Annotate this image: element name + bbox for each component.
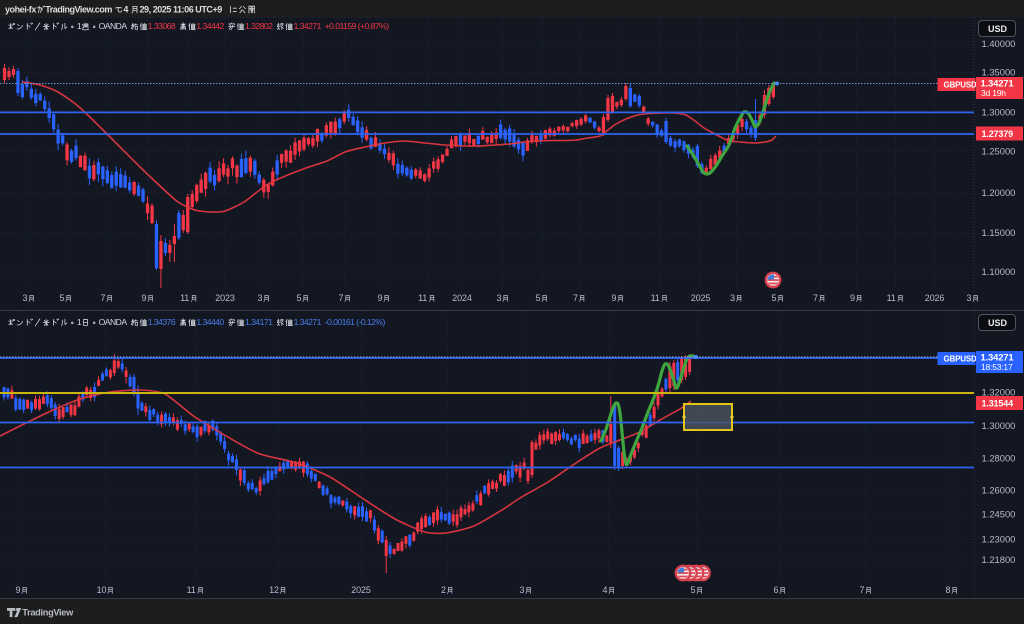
- svg-text:1.20000: 1.20000: [982, 187, 1016, 198]
- svg-text:1.33068: 1.33068: [148, 21, 176, 31]
- svg-text:3: 3: [23, 293, 28, 303]
- svg-text:7: 7: [101, 293, 106, 303]
- svg-text:1.30000: 1.30000: [982, 420, 1016, 431]
- svg-text:12: 12: [269, 585, 279, 595]
- svg-text:11: 11: [187, 585, 196, 595]
- svg-text:2: 2: [441, 585, 446, 595]
- svg-text:10: 10: [97, 585, 107, 595]
- svg-text:7: 7: [573, 293, 578, 303]
- svg-text:9: 9: [612, 293, 617, 303]
- svg-text:5: 5: [297, 293, 302, 303]
- svg-text:1.40000: 1.40000: [982, 38, 1016, 49]
- svg-text:yohei-fx: yohei-fx: [5, 5, 36, 15]
- svg-text:2024: 2024: [452, 293, 472, 303]
- svg-text:5: 5: [536, 293, 541, 303]
- svg-text:9: 9: [850, 293, 855, 303]
- svg-text:6: 6: [774, 585, 779, 595]
- svg-text:1.21800: 1.21800: [982, 554, 1016, 565]
- svg-text:3d 19h: 3d 19h: [981, 88, 1006, 98]
- svg-text:+0.01159 (+0.87%): +0.01159 (+0.87%): [325, 21, 390, 31]
- svg-text:1.27379: 1.27379: [982, 129, 1014, 139]
- svg-text:11: 11: [887, 293, 896, 303]
- svg-text:29, 2025 11:06 UTC+9: 29, 2025 11:06 UTC+9: [140, 5, 223, 15]
- svg-text:-0.00161 (-0.12%): -0.00161 (-0.12%): [325, 317, 386, 327]
- svg-text:OANDA: OANDA: [99, 317, 128, 327]
- svg-text:OANDA: OANDA: [99, 21, 128, 31]
- svg-text:18:53:17: 18:53:17: [981, 362, 1013, 372]
- svg-text:3: 3: [967, 293, 972, 303]
- svg-text:2025: 2025: [691, 293, 711, 303]
- svg-text:7: 7: [339, 293, 344, 303]
- svg-text:1.23000: 1.23000: [982, 534, 1016, 545]
- svg-text:2025: 2025: [351, 585, 371, 595]
- svg-text:3: 3: [258, 293, 263, 303]
- svg-text:1.34271: 1.34271: [294, 21, 322, 31]
- svg-text:5: 5: [772, 293, 777, 303]
- svg-text:1.34440: 1.34440: [196, 317, 224, 327]
- svg-text:9: 9: [378, 293, 383, 303]
- svg-text:3: 3: [520, 585, 525, 595]
- svg-text:7: 7: [813, 293, 818, 303]
- svg-text:4: 4: [603, 585, 608, 595]
- svg-text:9: 9: [16, 585, 21, 595]
- svg-text:1.34376: 1.34376: [148, 317, 176, 327]
- svg-text:5: 5: [691, 585, 696, 595]
- svg-text:1.10000: 1.10000: [982, 266, 1016, 277]
- svg-text:GBPUSD: GBPUSD: [944, 81, 977, 90]
- svg-text:1.34271: 1.34271: [294, 317, 322, 327]
- svg-text:1.28000: 1.28000: [982, 453, 1016, 464]
- svg-text:USD: USD: [988, 24, 1008, 34]
- svg-text:1.34442: 1.34442: [196, 21, 224, 31]
- svg-text:8: 8: [946, 585, 951, 595]
- svg-text:3: 3: [497, 293, 502, 303]
- svg-text:1: 1: [77, 21, 82, 31]
- svg-text:7: 7: [860, 585, 865, 595]
- svg-text:1.26000: 1.26000: [982, 485, 1016, 496]
- svg-text:1.30000: 1.30000: [982, 107, 1016, 118]
- svg-text:3: 3: [730, 293, 735, 303]
- svg-text:1.35000: 1.35000: [982, 67, 1016, 78]
- svg-text:5: 5: [60, 293, 65, 303]
- svg-text:1.24500: 1.24500: [982, 509, 1016, 520]
- svg-text:1.31544: 1.31544: [982, 398, 1014, 408]
- svg-text:1.34171: 1.34171: [245, 317, 273, 327]
- svg-text:11: 11: [180, 293, 189, 303]
- svg-text:1.32000: 1.32000: [982, 387, 1016, 398]
- svg-text:1.34271: 1.34271: [981, 79, 1015, 90]
- svg-text:GBPUSD: GBPUSD: [944, 355, 977, 364]
- svg-text:2023: 2023: [215, 293, 235, 303]
- svg-text:2026: 2026: [925, 293, 945, 303]
- svg-text:TradingView: TradingView: [22, 607, 74, 617]
- svg-text:11: 11: [651, 293, 660, 303]
- svg-text:1.15000: 1.15000: [982, 227, 1016, 238]
- svg-text:USD: USD: [988, 318, 1008, 328]
- svg-text:1: 1: [77, 317, 82, 327]
- svg-text:1.25000: 1.25000: [982, 146, 1016, 157]
- svg-text:1.34271: 1.34271: [981, 353, 1015, 364]
- svg-text:TradingView.com: TradingView.com: [45, 5, 112, 15]
- svg-text:1.32802: 1.32802: [245, 21, 273, 31]
- svg-text:4: 4: [123, 5, 128, 15]
- svg-text:9: 9: [142, 293, 147, 303]
- svg-text:11: 11: [418, 293, 427, 303]
